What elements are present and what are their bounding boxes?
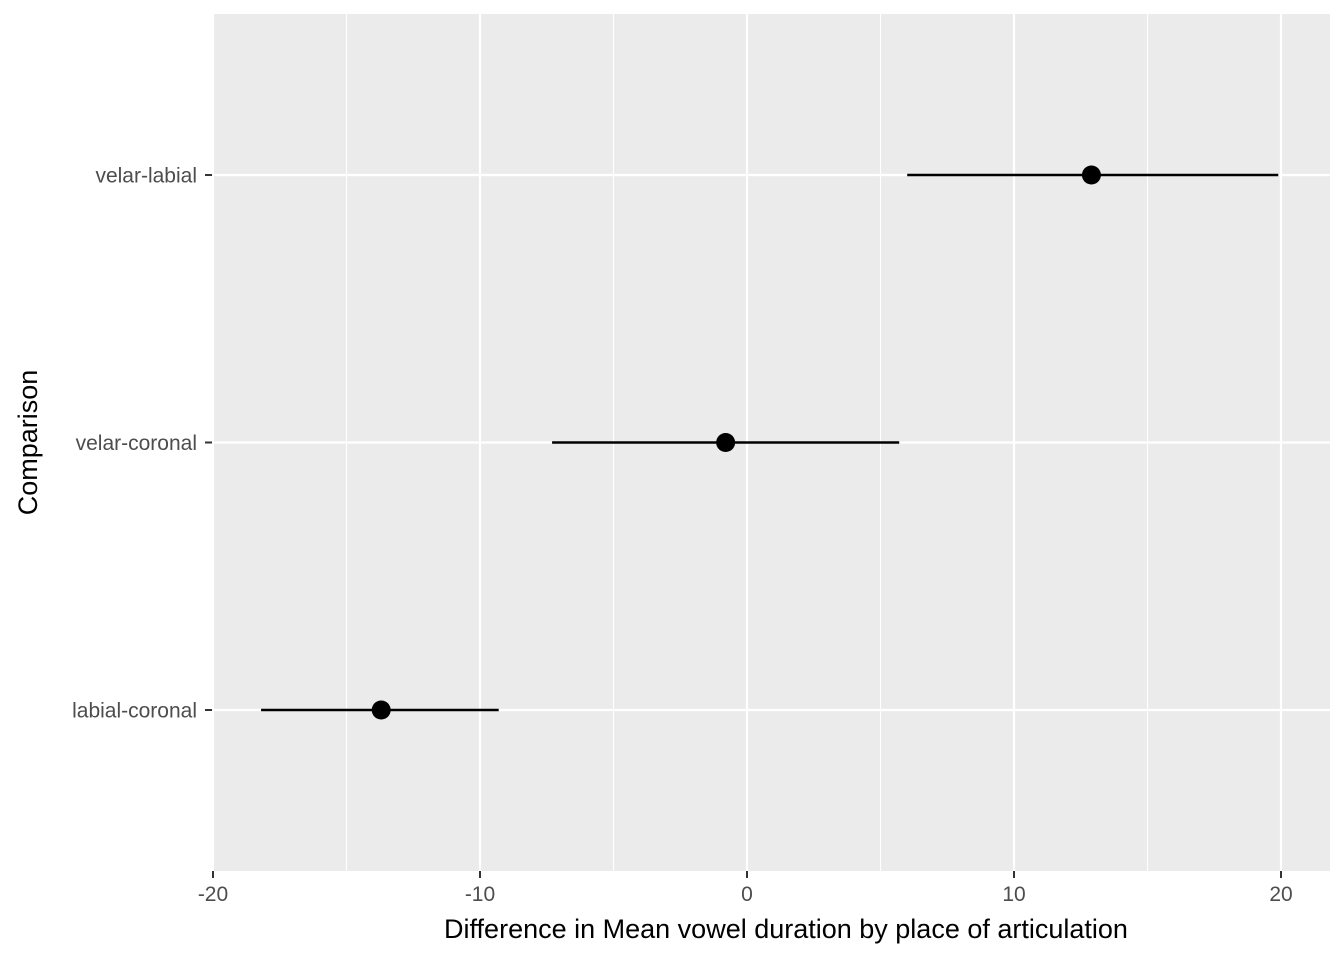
x-axis: -20 -10 0 10 20 xyxy=(198,871,1293,906)
x-tick-label: -10 xyxy=(465,883,495,906)
y-tick-label: labial-coronal xyxy=(72,700,197,723)
data-marks xyxy=(261,165,1279,720)
y-tick-label: velar-labial xyxy=(95,165,197,188)
point-velar-labial xyxy=(1081,165,1101,185)
x-axis-title: Difference in Mean vowel duration by pla… xyxy=(444,914,1128,944)
x-tick-label: 0 xyxy=(741,883,753,906)
x-tick-label: 20 xyxy=(1269,883,1292,906)
point-labial-coronal xyxy=(371,700,391,720)
y-tick-label: velar-coronal xyxy=(76,432,197,455)
y-axis-title: Comparison xyxy=(13,370,43,516)
x-tick-label: -20 xyxy=(198,883,228,906)
point-velar-coronal xyxy=(716,433,736,452)
y-axis: labial-coronal velar-coronal velar-labial xyxy=(72,165,212,723)
x-tick-label: 10 xyxy=(1002,883,1025,906)
